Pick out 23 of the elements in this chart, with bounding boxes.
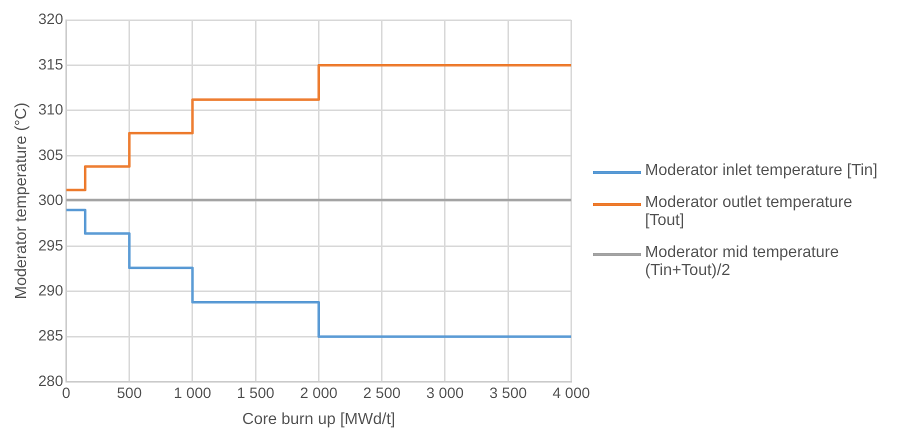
y-tick-label: 310 xyxy=(38,102,64,119)
x-tick-label: 500 xyxy=(116,384,142,402)
x-tick-label: 3 500 xyxy=(489,384,527,402)
y-tick-label: 280 xyxy=(38,372,64,390)
x-tick-label: 2 000 xyxy=(300,384,338,402)
y-axis-title: Moderator temperature (°C) xyxy=(13,102,30,300)
legend-label: Moderator mid temperature (Tin+Tout)/2 xyxy=(645,244,840,280)
x-tick-label: 4 000 xyxy=(552,384,590,402)
legend-label: Moderator inlet temperature [Tin] xyxy=(645,162,878,180)
x-tick-label: 0 xyxy=(62,384,70,402)
y-tick-label: 305 xyxy=(38,146,64,164)
x-tick-label: 1 500 xyxy=(236,384,274,402)
x-tick-label: 3 000 xyxy=(426,384,464,402)
x-axis-title: Core burn up [MWd/t] xyxy=(242,410,396,428)
x-tick-label: 1 000 xyxy=(174,384,212,402)
y-tick-label: 295 xyxy=(38,237,64,254)
y-tick-label: 315 xyxy=(38,56,64,74)
x-tick-label: 2 500 xyxy=(363,384,401,402)
y-tick-label: 320 xyxy=(38,11,64,28)
y-tick-label: 300 xyxy=(38,192,64,210)
y-tick-label: 285 xyxy=(38,328,64,345)
legend-label: Moderator outlet temperature [Tout] xyxy=(645,194,854,230)
y-tick-label: 290 xyxy=(38,282,64,300)
